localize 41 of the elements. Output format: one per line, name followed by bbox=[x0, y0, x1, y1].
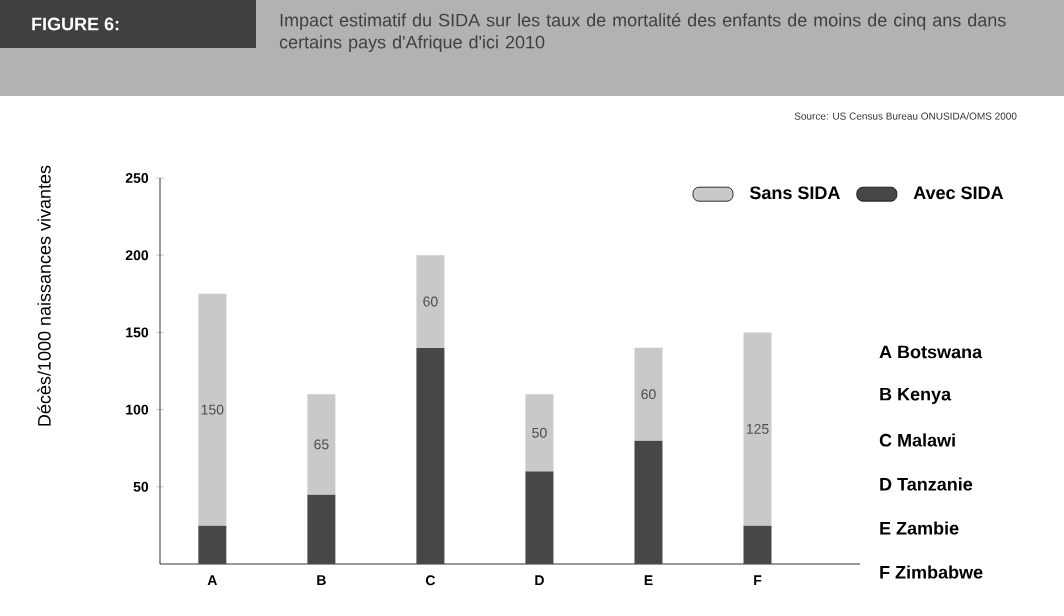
y-tick-label: 50 bbox=[133, 481, 149, 492]
bar bbox=[307, 394, 336, 495]
x-tick-label: D bbox=[535, 575, 544, 585]
source-note: Source: US Census Bureau ONUSIDA/OMS 2000 bbox=[794, 112, 1017, 120]
y-tick-label: 150 bbox=[126, 327, 149, 338]
bar bbox=[416, 347, 445, 564]
y-tick-label: 250 bbox=[125, 173, 149, 183]
text: B Kenya bbox=[880, 387, 952, 405]
text: C Malawi bbox=[879, 433, 955, 447]
bar bbox=[198, 525, 227, 564]
bar bbox=[743, 332, 772, 526]
legend-label: Sans SIDA bbox=[749, 186, 840, 200]
bar bbox=[416, 255, 445, 348]
text: D Tanzanie bbox=[880, 477, 973, 491]
data-label: 150 bbox=[201, 404, 224, 415]
data-label: 125 bbox=[746, 423, 769, 434]
chart-title: Impact estimatif du SIDA sur les taux de mortalité des enfants de moins de cinq ans dans certains pays d'Afrique d'ici 2010 bbox=[279, 13, 1006, 53]
data-label: 60 bbox=[641, 389, 656, 400]
text: A Botswana bbox=[879, 345, 983, 359]
bar bbox=[525, 394, 554, 472]
bar bbox=[307, 494, 336, 564]
y-axis-title: Décès/1000 naissances vivantes bbox=[37, 165, 51, 426]
text: F Zimbabwe bbox=[880, 565, 983, 579]
bar bbox=[634, 347, 663, 441]
data-label: 65 bbox=[314, 439, 329, 450]
caption: FIGURE 6: bbox=[32, 17, 119, 31]
bar bbox=[634, 440, 663, 564]
x-tick-label: F bbox=[754, 575, 762, 585]
y-tick-label: 100 bbox=[126, 404, 149, 415]
data-label: 50 bbox=[532, 427, 547, 438]
legend-label: Avec SIDA bbox=[913, 186, 1004, 200]
bar bbox=[743, 525, 772, 564]
x-tick-label: C bbox=[425, 575, 436, 586]
x-tick-label: A bbox=[207, 575, 218, 585]
bar bbox=[525, 471, 554, 564]
y-tick-label: 200 bbox=[125, 250, 149, 261]
x-tick-label: E bbox=[644, 575, 653, 585]
bar bbox=[198, 293, 227, 526]
data-label: 60 bbox=[423, 296, 438, 307]
text: E Zambie bbox=[880, 521, 959, 535]
x-tick-label: B bbox=[317, 575, 326, 585]
